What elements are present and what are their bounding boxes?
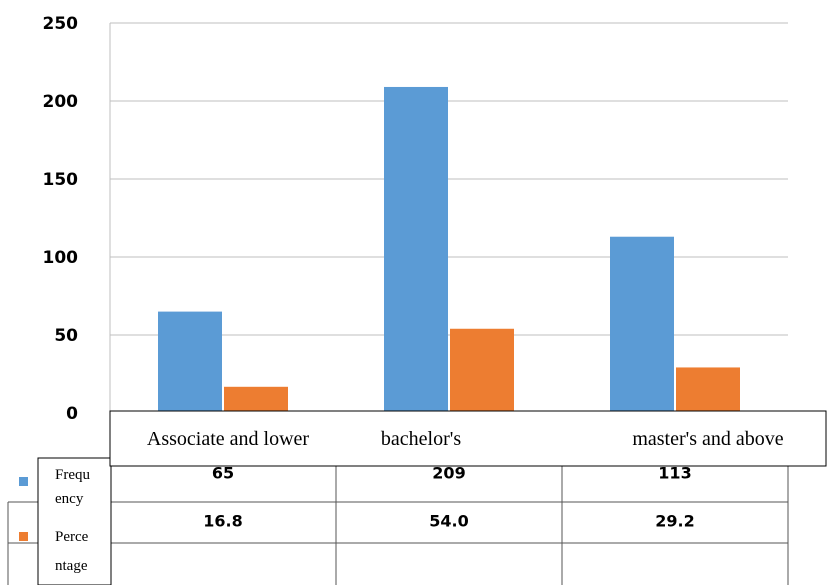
data-table: Frequ ency Perce ntage 65 209 113 16.8 5…	[8, 411, 826, 585]
category-label-bachelors: bachelor's	[381, 428, 461, 450]
series-label-frequency-line1: Frequ	[55, 467, 90, 483]
bar-frequency-1	[384, 87, 448, 413]
y-tick-label: 200	[43, 92, 79, 112]
bar-percentage-0	[224, 387, 288, 413]
table-value: 54.0	[429, 512, 468, 531]
y-tick-label: 150	[43, 170, 79, 190]
category-label-masters: master's and above	[632, 428, 783, 450]
table-value: 16.8	[203, 512, 242, 531]
y-tick-label: 250	[43, 14, 79, 34]
category-label-associate: Associate and lower	[147, 428, 310, 450]
series-label-percentage-line2: ntage	[55, 558, 88, 574]
legend-swatch-frequency	[19, 477, 28, 486]
bars	[158, 87, 740, 413]
bar-frequency-2	[610, 237, 674, 413]
y-tick-label: 100	[43, 248, 79, 268]
bar-percentage-1	[450, 329, 514, 413]
y-tick-label: 0	[66, 404, 78, 424]
series-label-percentage-line1: Perce	[55, 529, 89, 545]
table-value: 29.2	[655, 512, 694, 531]
bar-frequency-0	[158, 312, 222, 413]
series-label-frequency-line2: ency	[55, 491, 84, 507]
bar-percentage-2	[676, 367, 740, 413]
legend-swatch-percentage	[19, 532, 28, 541]
y-tick-label: 50	[54, 326, 78, 346]
y-axis-tick-labels: 0 50 100 150 200 250	[43, 14, 79, 424]
